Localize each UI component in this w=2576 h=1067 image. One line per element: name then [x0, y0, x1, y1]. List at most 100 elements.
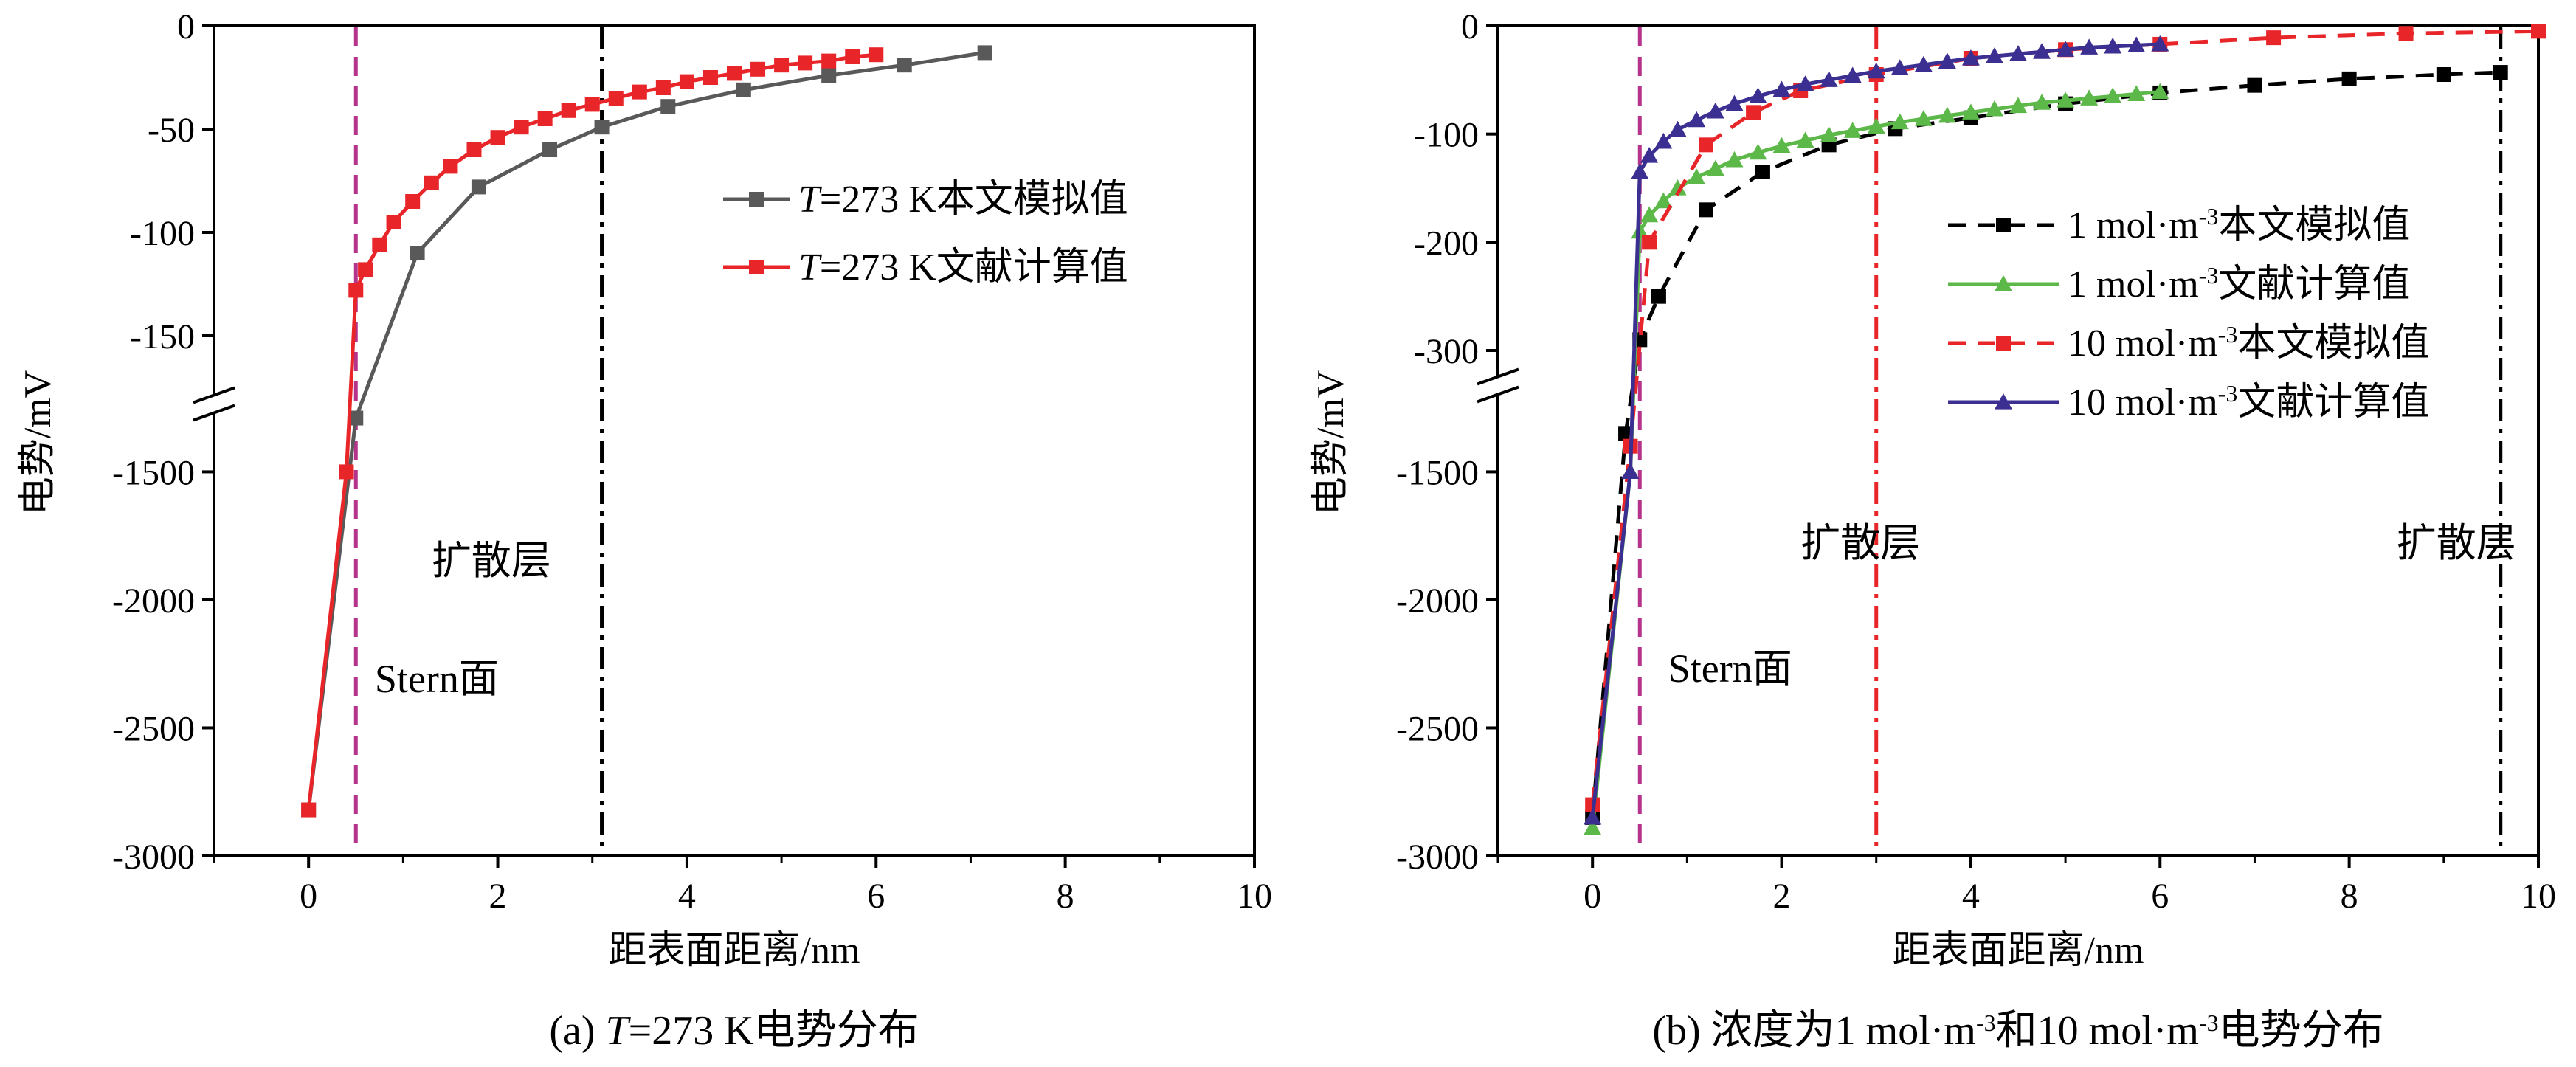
data-point	[977, 45, 992, 61]
data-point	[845, 49, 860, 64]
x-tick-label: 0	[300, 877, 317, 916]
data-point	[1584, 808, 1602, 825]
data-point	[2009, 97, 2027, 114]
data-point	[1843, 122, 1862, 138]
data-point	[424, 175, 439, 190]
x-axis-label: 距表面距离/nm	[609, 930, 860, 972]
data-point	[1938, 52, 1956, 69]
y-tick-label: -1500	[1396, 453, 1479, 492]
data-point	[2127, 85, 2146, 101]
data-point	[1725, 94, 1744, 111]
data-point	[339, 464, 354, 480]
chart-caption: (a) T=273 K电势分布	[549, 1008, 919, 1054]
axis-break-mark	[193, 404, 235, 422]
data-point	[1621, 463, 1640, 480]
data-point	[2104, 87, 2122, 103]
data-point	[2127, 36, 2146, 52]
data-point	[2080, 38, 2099, 55]
y-tick-label: -2000	[112, 581, 195, 621]
x-tick-label: 2	[1773, 877, 1791, 916]
data-point	[1938, 106, 1956, 123]
data-point	[869, 47, 884, 63]
data-point	[1584, 818, 1602, 835]
legend: 1 mol·m-3本文模拟值 1 mol·m-3文献计算值 10 mol·m-3本文…	[1948, 203, 2429, 424]
data-point	[410, 246, 425, 260]
series-0	[1585, 65, 2508, 825]
series-line	[1590, 70, 2501, 818]
data-point	[608, 91, 624, 106]
axis-break-mark	[1477, 367, 1519, 386]
y-tick-label: -150	[130, 317, 195, 356]
data-point	[1820, 71, 1838, 87]
data-point	[1631, 163, 1649, 179]
data-point	[1890, 113, 1909, 130]
axis-break-gap	[1476, 376, 1520, 395]
data-point	[386, 215, 401, 229]
data-point	[1843, 66, 1862, 83]
data-point	[1961, 49, 1980, 66]
data-point	[405, 194, 421, 209]
series-3	[1584, 35, 2169, 825]
data-point	[1961, 103, 1980, 120]
data-point	[1688, 168, 1706, 184]
data-point	[2033, 43, 2051, 59]
data-point	[1699, 202, 1713, 218]
legend-label: 10 mol·m-3本文模拟值	[2068, 321, 2429, 365]
data-point	[1642, 235, 1657, 250]
data-point	[372, 237, 387, 252]
data-point	[584, 97, 600, 112]
data-point	[2151, 35, 2169, 52]
data-point	[702, 70, 718, 85]
annotation: 扩散层	[432, 539, 551, 583]
axis-break-mark	[193, 386, 235, 404]
data-point	[2247, 77, 2262, 93]
data-point	[2398, 26, 2414, 41]
x-tick-label: 2	[489, 877, 507, 916]
data-point	[1914, 55, 1933, 72]
data-point	[1746, 105, 1761, 120]
legend-label: T=273 K文献计算值	[798, 246, 1128, 289]
data-point	[301, 802, 317, 818]
data-point	[2080, 89, 2099, 106]
data-point	[1654, 132, 1673, 149]
axis-break-mark	[1477, 385, 1519, 404]
data-point	[655, 80, 671, 95]
data-point	[2151, 83, 2169, 100]
series-0	[301, 45, 992, 818]
chart-caption: (b) 浓度为1 mol·m-3和10 mol·m-3电势分布	[1652, 1008, 2383, 1054]
data-point	[1725, 151, 1744, 168]
data-point	[1755, 165, 1770, 179]
x-tick-label: 4	[1962, 877, 1980, 916]
data-point	[358, 262, 373, 277]
data-point	[897, 58, 912, 73]
data-point	[2531, 24, 2546, 39]
data-point	[1749, 87, 1767, 103]
y-tick-label: -100	[1414, 116, 1479, 155]
x-tick-label: 4	[678, 877, 696, 916]
x-axis-label: 距表面距离/nm	[1893, 930, 2144, 972]
y-tick-label: 0	[1461, 7, 1479, 46]
legend: T=273 K本文模拟值 T=273 K文献计算值	[723, 179, 1128, 289]
data-point	[1640, 206, 1659, 223]
data-point	[514, 120, 529, 135]
data-point	[2436, 67, 2451, 82]
data-point	[1749, 143, 1767, 160]
data-point	[1820, 126, 1838, 142]
y-tick-label: -1500	[112, 453, 195, 492]
data-point	[821, 68, 837, 83]
data-point	[727, 66, 742, 81]
legend-label: 1 mol·m-3本文模拟值	[2068, 203, 2410, 246]
y-tick-label: -3000	[1396, 838, 1479, 877]
data-point	[1640, 147, 1659, 163]
data-point	[1668, 179, 1687, 196]
data-point	[632, 84, 647, 100]
data-point	[1772, 137, 1791, 153]
data-point	[1796, 75, 1814, 91]
data-point	[443, 159, 458, 174]
axis-break-gap	[192, 395, 236, 413]
data-point	[750, 61, 766, 77]
data-point	[1699, 137, 1713, 153]
annotation: 扩散层	[1800, 521, 1920, 565]
y-tick-label: -200	[1414, 224, 1479, 263]
legend-marker	[749, 260, 764, 274]
